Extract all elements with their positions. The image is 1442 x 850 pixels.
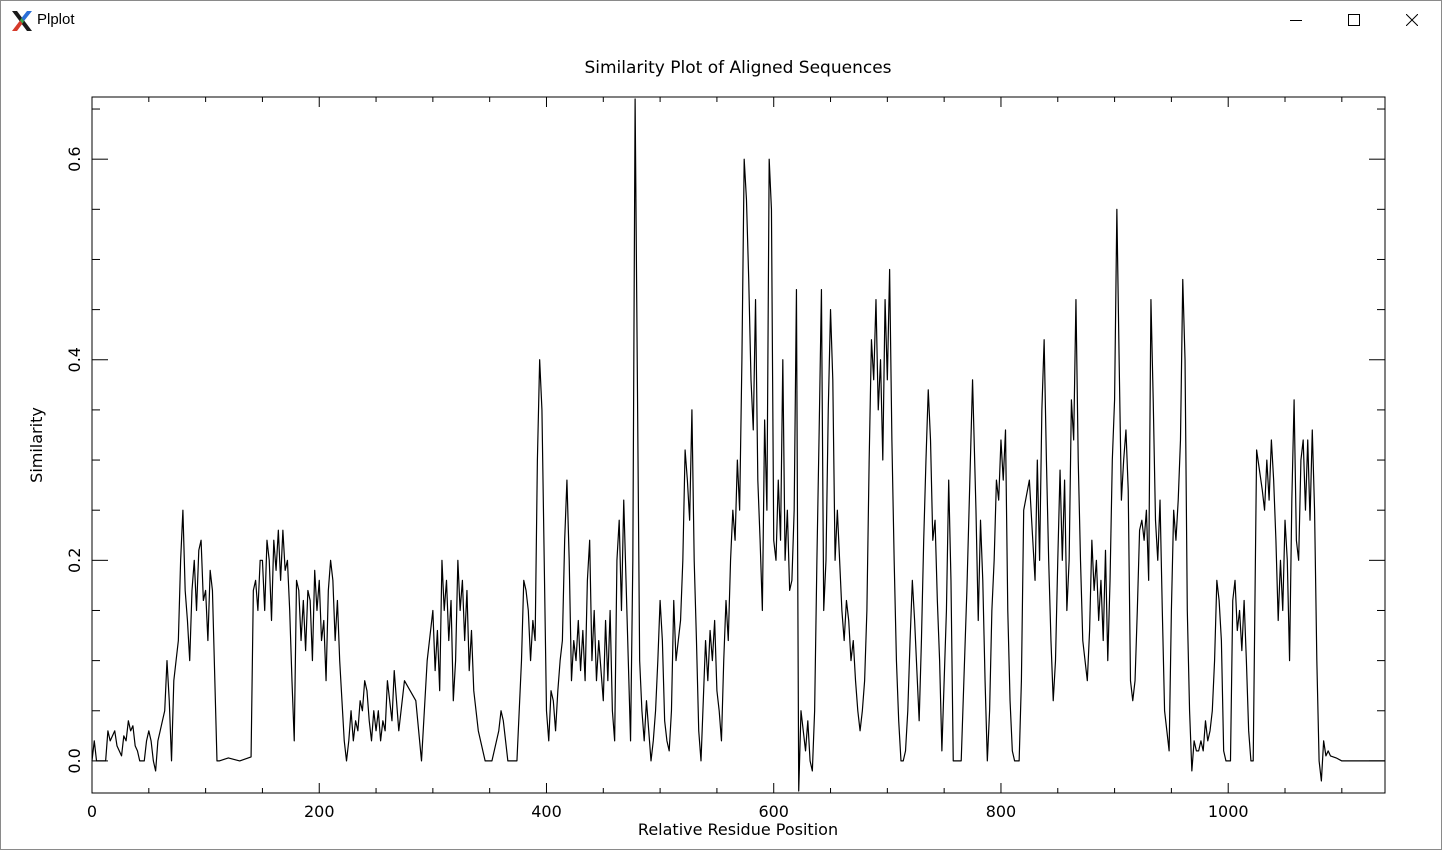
x-tick-label: 800: [986, 802, 1017, 821]
plot-area: Similarity Plot of Aligned Sequences Rel…: [1, 39, 1441, 849]
y-tick-label: 0.6: [65, 146, 84, 171]
y-axis-label: Similarity: [27, 407, 46, 483]
minimize-icon: [1290, 20, 1302, 21]
window-title: Plplot: [37, 11, 75, 28]
y-tick-label: 0.2: [65, 548, 84, 573]
close-button[interactable]: [1383, 1, 1441, 39]
x-tick-label: 400: [531, 802, 562, 821]
x-tick-label: 0: [87, 802, 97, 821]
plot-frame: [91, 96, 1386, 794]
x-tick-label: 200: [304, 802, 335, 821]
chart-title: Similarity Plot of Aligned Sequences: [584, 58, 891, 78]
maximize-icon: [1348, 14, 1360, 26]
y-tick-label: 0.0: [65, 748, 84, 773]
similarity-line: [91, 98, 1385, 792]
similarity-chart: Similarity Plot of Aligned Sequences Rel…: [27, 58, 1386, 839]
maximize-button[interactable]: [1325, 1, 1383, 39]
minimize-button[interactable]: [1267, 1, 1325, 39]
x-tick-label: 600: [758, 802, 789, 821]
title-bar[interactable]: Plplot: [1, 1, 1441, 39]
close-icon: [1406, 14, 1418, 26]
x-axis-label: Relative Residue Position: [638, 820, 838, 839]
x11-icon: [12, 11, 32, 31]
x-tick-label: 1000: [1208, 802, 1249, 821]
y-tick-label: 0.4: [65, 347, 84, 372]
